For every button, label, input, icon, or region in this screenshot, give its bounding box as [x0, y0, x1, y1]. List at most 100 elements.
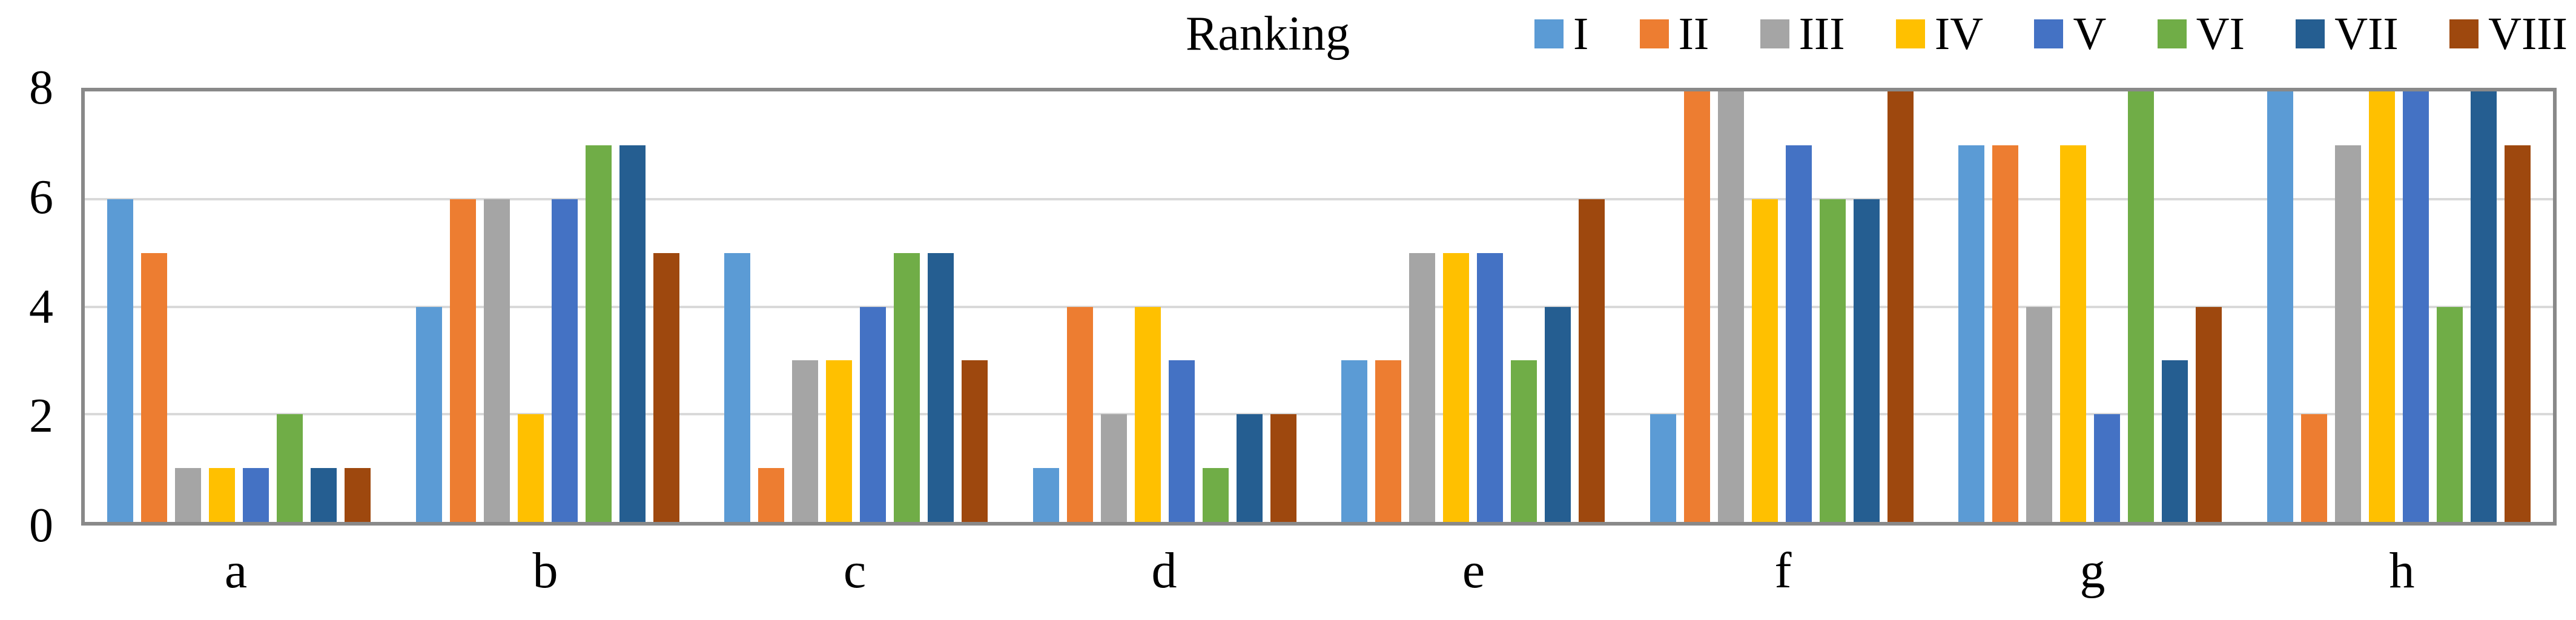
bar-VII-e: [1545, 306, 1571, 522]
bar-V-h: [2402, 91, 2429, 522]
bar-III-h: [2334, 145, 2361, 522]
gridline-2: [85, 413, 2553, 416]
bar-I-b: [415, 306, 442, 522]
bar-VIII-b: [653, 252, 679, 522]
bar-II-c: [758, 468, 785, 522]
bar-VI-b: [585, 145, 612, 522]
bar-I-h: [2267, 91, 2293, 522]
y-axis: 0 2 4 6 8: [0, 64, 61, 550]
bar-III-e: [1409, 252, 1436, 522]
bar-VI-c: [894, 252, 920, 522]
x-axis: a b c d e f g h: [81, 538, 2557, 604]
bar-III-d: [1100, 414, 1127, 522]
x-tick-label-g: g: [2079, 542, 2105, 599]
bar-VII-b: [619, 145, 646, 522]
bar-III-f: [1717, 91, 1744, 522]
bar-II-f: [1683, 91, 1710, 522]
bar-II-h: [2300, 414, 2327, 522]
bar-group-d: [1011, 91, 1319, 522]
bar-I-a: [107, 199, 134, 522]
bar-VII-h: [2470, 91, 2497, 522]
bar-VII-c: [928, 252, 954, 522]
legend-swatch-icon: [1895, 19, 1925, 48]
bar-IV-f: [1751, 199, 1778, 522]
bar-VI-d: [1202, 468, 1229, 522]
bar-III-c: [792, 360, 819, 522]
bar-groups: [85, 91, 2553, 522]
legend-label: V: [2073, 8, 2107, 59]
bar-V-a: [243, 468, 269, 522]
x-tick-label-a: a: [224, 542, 248, 599]
legend-swatch-icon: [1639, 19, 1669, 48]
bar-II-b: [449, 199, 476, 522]
bar-III-a: [175, 468, 202, 522]
legend-swatch-icon: [2296, 19, 2325, 48]
bar-III-b: [483, 199, 510, 522]
bar-group-b: [394, 91, 702, 522]
bar-group-c: [702, 91, 1011, 522]
bar-VI-g: [2128, 91, 2155, 522]
legend-swatch-icon: [1760, 19, 1789, 48]
bar-V-e: [1477, 252, 1504, 522]
legend-label: VI: [2196, 8, 2245, 59]
bar-group-a: [85, 91, 394, 522]
bar-IV-b: [517, 414, 544, 522]
legend-label: IV: [1934, 8, 1984, 59]
bar-VIII-f: [1887, 91, 1914, 522]
bar-V-g: [2094, 414, 2121, 522]
bar-group-e: [1319, 91, 1628, 522]
legend-swatch-icon: [2034, 19, 2064, 48]
bar-IV-e: [1443, 252, 1470, 522]
y-tick-label-8: 8: [29, 61, 53, 114]
bar-IV-h: [2368, 91, 2395, 522]
legend-swatch-icon: [2449, 19, 2479, 48]
legend-swatch-icon: [2157, 19, 2187, 48]
bar-V-c: [860, 306, 887, 522]
legend-item-IV: IV: [1895, 4, 1984, 64]
bar-VIII-g: [2196, 306, 2222, 522]
x-tick-label-b: b: [532, 542, 558, 599]
bar-VII-a: [311, 468, 337, 522]
bar-VIII-h: [2504, 145, 2531, 522]
gridline-4: [85, 305, 2553, 308]
bar-I-f: [1650, 414, 1676, 522]
legend-label: III: [1798, 8, 1845, 59]
bar-I-d: [1032, 468, 1059, 522]
legend-label: VII: [2334, 8, 2399, 59]
bar-VIII-c: [962, 360, 988, 522]
bar-VI-h: [2436, 306, 2463, 522]
x-tick-label-e: e: [1462, 542, 1485, 599]
bar-II-a: [141, 252, 168, 522]
x-tick-label-d: d: [1151, 542, 1177, 599]
gridline-6: [85, 197, 2553, 200]
bar-VII-g: [2162, 360, 2188, 522]
chart-legend: I II III IV V VI VII VIII: [1534, 4, 2568, 64]
bar-IV-a: [209, 468, 236, 522]
bar-V-b: [551, 199, 578, 522]
bar-V-d: [1168, 360, 1195, 522]
legend-label: I: [1573, 8, 1589, 59]
legend-item-V: V: [2034, 4, 2106, 64]
bar-group-g: [1936, 91, 2245, 522]
legend-label: VIII: [2488, 8, 2568, 59]
bar-II-g: [1992, 145, 2019, 522]
legend-item-VII: VII: [2296, 4, 2399, 64]
legend-swatch-icon: [1534, 19, 1564, 48]
bar-VI-e: [1511, 360, 1537, 522]
bar-VIII-e: [1579, 199, 1605, 522]
x-tick-label-h: h: [2389, 542, 2415, 599]
legend-item-II: II: [1639, 4, 1709, 64]
plot-area: [81, 88, 2557, 526]
legend-item-VIII: VIII: [2449, 4, 2568, 64]
bar-IV-c: [826, 360, 853, 522]
legend-item-VI: VI: [2157, 4, 2245, 64]
legend-item-III: III: [1760, 4, 1845, 64]
bar-VII-f: [1853, 199, 1880, 522]
bar-VI-a: [277, 414, 303, 522]
x-tick-label-c: c: [843, 542, 867, 599]
legend-title: Ranking: [1186, 7, 1350, 61]
bar-I-e: [1341, 360, 1368, 522]
bar-group-h: [2245, 91, 2554, 522]
bar-VI-f: [1819, 199, 1846, 522]
